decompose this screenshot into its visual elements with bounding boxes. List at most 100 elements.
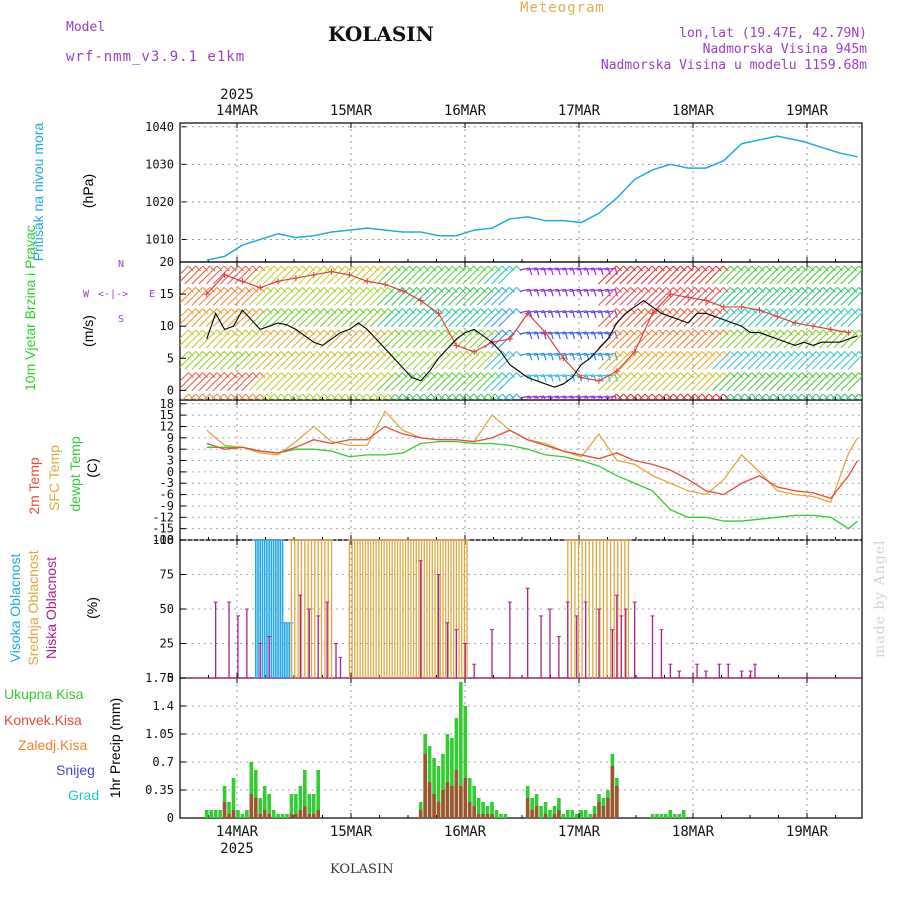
wind-barb: [655, 329, 674, 349]
wind-barb: [355, 308, 375, 328]
wind-barb: [644, 308, 651, 315]
wind-barb: [362, 372, 382, 392]
wind-barb: [673, 286, 679, 293]
wind-barb: [344, 308, 351, 315]
wind-barb: [526, 331, 537, 335]
wind-barb: [316, 372, 323, 379]
wind-barb: [576, 352, 587, 356]
wind-barb: [673, 393, 681, 400]
wind-barb: [509, 286, 515, 293]
precip-conv-bar: [258, 814, 263, 818]
wind-barb: [366, 308, 373, 315]
wind-barb: [501, 265, 508, 272]
wind-barb: [697, 350, 717, 370]
precip-conv-bar: [249, 794, 254, 818]
wind-barb: [459, 393, 465, 400]
wind-barb: [230, 393, 237, 400]
wind-barb: [680, 265, 686, 272]
wind-barb: [180, 265, 196, 283]
wind-barb: [615, 308, 622, 315]
wind-barb: [384, 329, 403, 349]
wind-barb: [259, 372, 266, 379]
wind-speed-line: [206, 299, 858, 388]
precip-total-bar: [672, 814, 677, 818]
wind-barb: [726, 308, 746, 328]
wind-barb: [669, 265, 689, 285]
precip-total-bar: [467, 778, 472, 818]
wind-barb: [769, 286, 788, 306]
precip-total-bar: [441, 754, 445, 818]
wind-barb: [804, 372, 824, 392]
wind-barb: [344, 265, 351, 272]
wind-barb: [469, 350, 489, 370]
wind-barb: [612, 329, 632, 349]
precip-total-bar: [499, 814, 503, 818]
wind-barb: [837, 265, 843, 272]
wind-barb: [487, 393, 494, 400]
wind-barb: [188, 329, 194, 336]
wind-barb: [526, 374, 537, 378]
wind-barb: [687, 350, 694, 357]
wind-barb: [487, 372, 494, 379]
wind-barb: [326, 286, 346, 306]
wind-barb: [180, 329, 196, 347]
precip-total-bar: [303, 770, 307, 818]
wind-barb: [245, 265, 251, 272]
wind-barb: [762, 372, 781, 392]
wind-barb: [555, 288, 566, 292]
wind-barb: [697, 308, 717, 328]
wind-barb: [658, 329, 665, 336]
wind-barb: [412, 308, 432, 328]
wind-barb: [697, 286, 717, 306]
precip-total-bar: [267, 794, 271, 818]
precip-total-bar: [476, 798, 481, 818]
wind-barb: [787, 329, 793, 336]
wind-barb: [790, 350, 810, 370]
chart-title: KOLASIN: [328, 22, 434, 46]
wind-barb: [295, 393, 303, 400]
wind-barb: [291, 265, 311, 285]
wind-barb: [473, 308, 480, 315]
wind-barb: [437, 393, 444, 400]
wind-barb: [209, 350, 216, 357]
precip-conv-bar: [490, 814, 494, 818]
wind-barb: [402, 265, 408, 272]
wind-barb: [780, 393, 786, 400]
wind-barb: [369, 350, 389, 370]
wind-barb: [466, 372, 472, 379]
wind-barb: [623, 265, 629, 272]
wind-barb: [491, 265, 510, 285]
precip-total-bar: [450, 738, 454, 818]
wind-barb: [858, 393, 862, 398]
wind-barb: [219, 265, 239, 285]
wind-barb: [665, 393, 672, 400]
wind-barb: [195, 350, 201, 357]
wind-barb: [287, 329, 294, 336]
wind-barb: [209, 393, 216, 400]
wind-barb: [369, 286, 389, 306]
pressure-tick-label: 1020: [145, 195, 174, 209]
wind-barb: [494, 286, 501, 293]
precip-conv-bar: [418, 810, 423, 818]
wind-barb: [665, 350, 672, 357]
wind-barb: [381, 393, 389, 400]
precip-total-bar: [485, 806, 490, 818]
wind-barb: [280, 265, 287, 272]
wind-barb: [419, 329, 439, 349]
wind-barb: [844, 372, 850, 379]
precip-conv-bar: [231, 810, 236, 818]
precip-conv-bar: [262, 810, 267, 818]
wind-barb: [701, 393, 708, 400]
wind-barb: [669, 329, 689, 349]
wind-barb: [822, 286, 829, 293]
wind-barb: [369, 308, 389, 328]
wind-barb: [219, 286, 239, 306]
wind-barb: [487, 350, 494, 357]
wind-barb: [466, 265, 472, 272]
wind-barb: [797, 372, 817, 392]
wind-barb: [419, 350, 439, 370]
chart-type-label: Meteogram: [520, 0, 605, 16]
wind-barb: [737, 393, 744, 400]
precip-conv-bar: [463, 778, 468, 818]
wind-barb: [590, 395, 602, 399]
